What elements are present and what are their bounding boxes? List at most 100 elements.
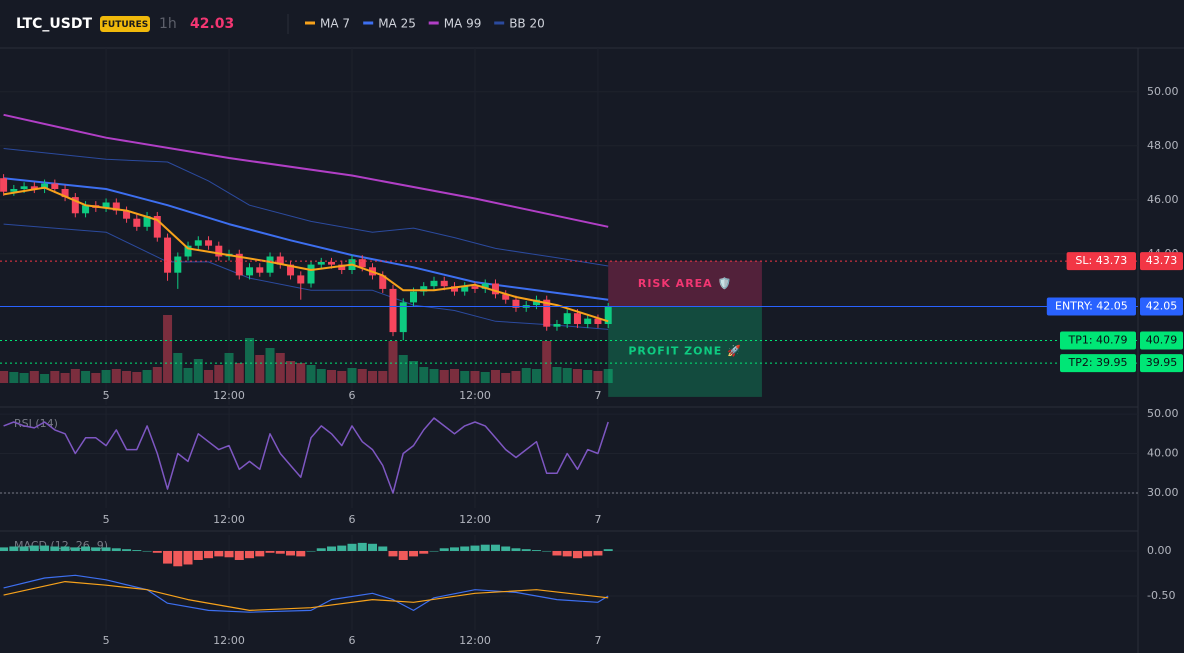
volume-bar [460,371,470,383]
x-tick-label: 7 [594,513,601,526]
candle-body [532,299,540,306]
macd-histogram-bar [234,550,244,560]
candle-body [30,186,38,189]
volume-bar [152,367,162,383]
volume-bar [501,373,511,383]
candle-body [491,283,499,295]
level-tag: ENTRY: 42.05 [1055,299,1128,312]
volume-bar [603,369,613,383]
volume-bar [552,367,562,383]
volume-bar [327,370,337,383]
candle-body [604,306,612,324]
macd-histogram-bar [531,550,541,551]
candle-body [184,245,192,257]
candle-body [112,202,120,211]
volume-bar [316,369,326,383]
candle-body [194,240,202,246]
macd-histogram-bar [193,550,203,560]
candle-body [205,240,213,246]
macd-histogram-bar [316,548,326,551]
macd-histogram-bar [214,550,224,557]
volume-bar [449,369,459,383]
volume-bar [50,371,60,383]
macd-histogram-bar [562,550,572,557]
candle-body [246,267,254,276]
macd-histogram-bar [357,542,367,551]
volume-bar [60,373,70,383]
volume-bar [388,341,398,383]
volume-bar [562,368,572,383]
candle-body [215,245,223,257]
volume-bar [101,370,111,383]
level-tag-bg [1060,354,1136,373]
candle-body [389,288,397,333]
candle-body [10,189,18,192]
candle-body [512,299,520,308]
volume-bar [0,371,9,383]
x-tick-label: 5 [103,389,110,402]
candle-body [471,286,479,289]
macd-histogram-bar [29,545,39,551]
macd-histogram-bar [337,545,347,551]
macd-histogram-bar [439,548,449,551]
level-price: 43.73 [1146,254,1178,267]
macd-histogram-bar [347,543,357,551]
volume-bar [531,369,541,383]
candle-body [317,261,325,265]
macd-line [3,574,609,613]
interval: 1h [159,16,177,32]
macd-histogram-bar [552,550,562,556]
volume-bar [378,371,388,383]
volume-bar [265,348,275,383]
candle-body [461,286,469,292]
volume-bar [593,371,603,383]
legend-label: MA 99 [444,17,482,31]
x-tick-label: 6 [349,513,356,526]
y-tick-label: 46.00 [1147,193,1179,206]
candle-body [481,283,489,289]
volume-bar [347,368,357,383]
level-price-bg [1140,354,1183,373]
candle-body [0,178,8,192]
volume-bar [9,372,19,383]
macd-histogram-bar [378,546,388,551]
y-tick-label: 40.00 [1147,447,1179,460]
macd-histogram-bar [368,543,378,551]
macd-histogram-bar [0,547,9,551]
candle-body [379,275,387,289]
macd-histogram-bar [449,547,459,551]
candle-body [553,324,561,327]
candle-body [358,259,366,268]
candle-body [20,186,28,189]
x-tick-label: 6 [349,634,356,647]
candle-body [41,183,49,189]
volume-bar [142,370,152,383]
zone [608,306,762,397]
candle-body [61,189,69,198]
level-price-bg [1140,331,1183,350]
legend-label: BB 20 [509,17,545,31]
legend-label: MA 7 [320,17,350,31]
volume-bar [408,361,418,383]
macd-histogram-bar [480,544,490,551]
volume-bar [214,365,224,383]
x-tick-label: 12:00 [459,389,491,402]
x-tick-label: 7 [594,389,601,402]
volume-bar [122,371,132,383]
candle-body [51,183,59,189]
x-tick-label: 6 [349,389,356,402]
candle-body [409,291,417,303]
macd-histogram-bar [152,550,162,553]
candle-body [82,205,90,214]
ma-line [3,113,609,228]
volume-bar [572,369,582,383]
x-tick-label: 5 [103,634,110,647]
candle-body [328,261,336,265]
candle-body [543,299,551,327]
volume-bar [204,370,214,383]
volume-bar [337,371,347,383]
level-price: 42.05 [1146,299,1178,312]
macd-histogram-bar [388,550,398,557]
